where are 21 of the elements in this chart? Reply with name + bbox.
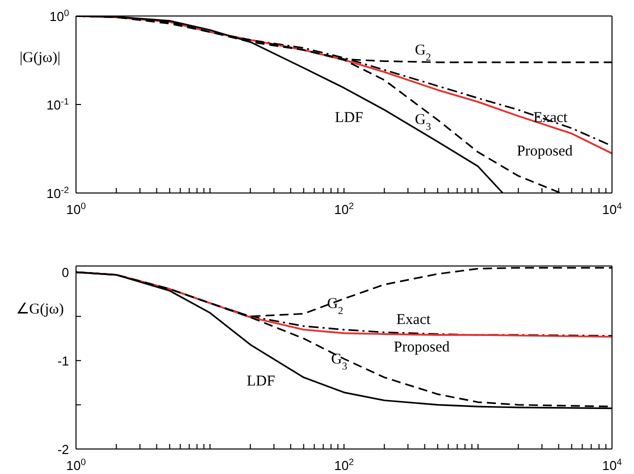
x-tick-label: 10$^{4}$ bbox=[602, 457, 622, 473]
x-tick-label: 10$^{4}$ bbox=[602, 201, 622, 217]
series-label: Proposed bbox=[516, 144, 574, 160]
y-axis-title: ∠G(jω) bbox=[16, 302, 64, 318]
y-tick-label: 10$^{0}$ bbox=[49, 8, 69, 24]
series-label: G$_{3}$ bbox=[414, 112, 431, 133]
series-label: G$_{2}$ bbox=[414, 42, 431, 63]
series-label: G$_{2}$ bbox=[327, 296, 344, 316]
series-label: Proposed bbox=[394, 340, 450, 356]
series-label: LDF bbox=[246, 374, 276, 390]
y-axis-title: |G(jω)| bbox=[20, 50, 60, 66]
y-tick-label: -1 bbox=[57, 354, 69, 369]
series-label: G$_{3}$ bbox=[331, 351, 348, 372]
series-label: LDF bbox=[334, 110, 364, 126]
y-tick-label: 0 bbox=[62, 265, 69, 280]
y-tick-label: -2 bbox=[57, 442, 69, 457]
x-tick-label: 10$^{2}$ bbox=[334, 201, 354, 217]
series-label: Exact bbox=[396, 312, 432, 328]
y-tick-label: 10$^{-1}$ bbox=[46, 96, 69, 112]
y-tick-label: 10$^{-2}$ bbox=[46, 185, 69, 201]
x-tick-label: 10$^{2}$ bbox=[334, 457, 354, 473]
